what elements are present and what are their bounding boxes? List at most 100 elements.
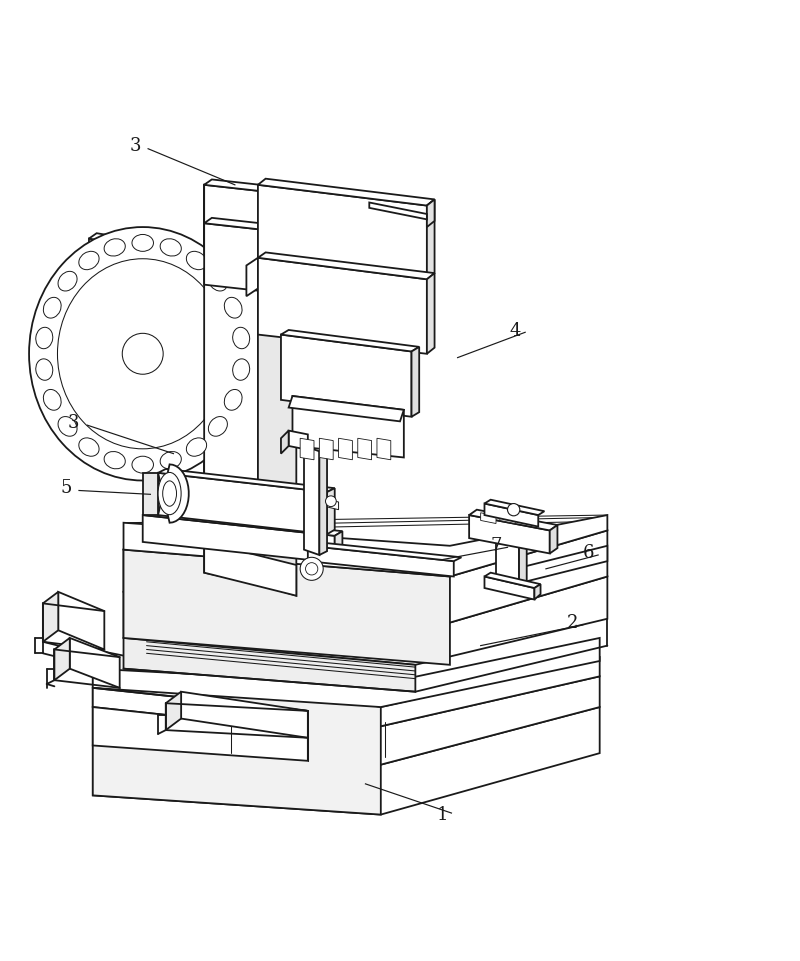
Polygon shape: [500, 513, 515, 524]
Ellipse shape: [186, 438, 206, 456]
Ellipse shape: [132, 234, 154, 252]
Polygon shape: [519, 534, 526, 588]
Ellipse shape: [79, 438, 99, 456]
Ellipse shape: [158, 473, 181, 515]
Polygon shape: [204, 181, 304, 196]
Polygon shape: [123, 577, 607, 665]
Polygon shape: [411, 347, 419, 417]
Circle shape: [122, 333, 163, 374]
Polygon shape: [342, 195, 350, 238]
Ellipse shape: [224, 297, 242, 318]
Polygon shape: [300, 438, 314, 459]
Polygon shape: [258, 253, 434, 280]
Polygon shape: [123, 550, 450, 665]
Polygon shape: [319, 448, 327, 555]
Ellipse shape: [104, 238, 126, 256]
Ellipse shape: [160, 238, 182, 256]
Polygon shape: [123, 638, 415, 692]
Text: 5: 5: [60, 480, 72, 497]
Polygon shape: [258, 185, 427, 280]
Polygon shape: [158, 469, 334, 492]
Polygon shape: [93, 707, 308, 761]
Polygon shape: [204, 185, 258, 584]
Polygon shape: [308, 546, 454, 577]
Polygon shape: [93, 688, 308, 730]
Polygon shape: [204, 542, 296, 596]
Polygon shape: [485, 500, 544, 515]
Ellipse shape: [36, 358, 53, 381]
Polygon shape: [93, 650, 381, 815]
Text: 6: 6: [582, 545, 594, 562]
Polygon shape: [293, 396, 404, 457]
Ellipse shape: [58, 259, 228, 449]
Polygon shape: [93, 707, 600, 815]
Polygon shape: [142, 515, 334, 563]
Polygon shape: [319, 438, 333, 459]
Polygon shape: [469, 509, 558, 530]
Polygon shape: [258, 258, 427, 354]
Polygon shape: [327, 488, 334, 534]
Polygon shape: [496, 527, 526, 538]
Polygon shape: [281, 431, 289, 454]
Polygon shape: [308, 542, 462, 561]
Text: 3: 3: [130, 137, 141, 156]
Text: 4: 4: [510, 322, 521, 340]
Ellipse shape: [208, 271, 227, 291]
Ellipse shape: [58, 271, 77, 291]
Ellipse shape: [79, 252, 99, 270]
Polygon shape: [204, 185, 342, 238]
Polygon shape: [258, 194, 296, 596]
Polygon shape: [246, 258, 258, 296]
Polygon shape: [158, 464, 189, 523]
Circle shape: [306, 563, 318, 575]
Ellipse shape: [233, 358, 250, 381]
Polygon shape: [123, 515, 607, 577]
Polygon shape: [289, 396, 404, 421]
Polygon shape: [142, 511, 342, 536]
Ellipse shape: [43, 297, 61, 318]
Polygon shape: [515, 546, 607, 584]
Ellipse shape: [132, 456, 154, 473]
Ellipse shape: [43, 389, 61, 410]
Text: 2: 2: [567, 613, 578, 631]
Polygon shape: [93, 638, 600, 707]
Text: 1: 1: [437, 805, 448, 824]
Circle shape: [507, 504, 520, 516]
Circle shape: [300, 557, 323, 580]
Polygon shape: [334, 531, 342, 563]
Polygon shape: [142, 473, 158, 515]
Ellipse shape: [186, 252, 206, 270]
Polygon shape: [123, 530, 607, 623]
Polygon shape: [485, 577, 534, 600]
Polygon shape: [93, 677, 600, 765]
Polygon shape: [534, 584, 541, 600]
Ellipse shape: [162, 480, 177, 506]
Polygon shape: [319, 498, 338, 509]
Polygon shape: [166, 692, 181, 730]
Polygon shape: [70, 638, 120, 688]
Polygon shape: [427, 200, 434, 227]
Polygon shape: [289, 431, 308, 450]
Polygon shape: [258, 179, 434, 206]
Ellipse shape: [36, 328, 53, 349]
Polygon shape: [427, 200, 434, 280]
Polygon shape: [58, 592, 104, 650]
Polygon shape: [485, 573, 541, 588]
Ellipse shape: [224, 389, 242, 410]
Ellipse shape: [233, 328, 250, 349]
Text: 7: 7: [490, 537, 502, 554]
Polygon shape: [550, 525, 558, 554]
Polygon shape: [204, 218, 350, 238]
Polygon shape: [377, 438, 390, 459]
Polygon shape: [89, 234, 212, 258]
Polygon shape: [54, 638, 70, 680]
Polygon shape: [519, 513, 534, 524]
Polygon shape: [427, 273, 434, 354]
Polygon shape: [370, 203, 427, 219]
Ellipse shape: [58, 416, 77, 436]
Polygon shape: [93, 657, 600, 727]
Polygon shape: [281, 334, 411, 417]
Polygon shape: [89, 238, 204, 308]
Polygon shape: [304, 446, 319, 555]
Polygon shape: [281, 330, 419, 352]
